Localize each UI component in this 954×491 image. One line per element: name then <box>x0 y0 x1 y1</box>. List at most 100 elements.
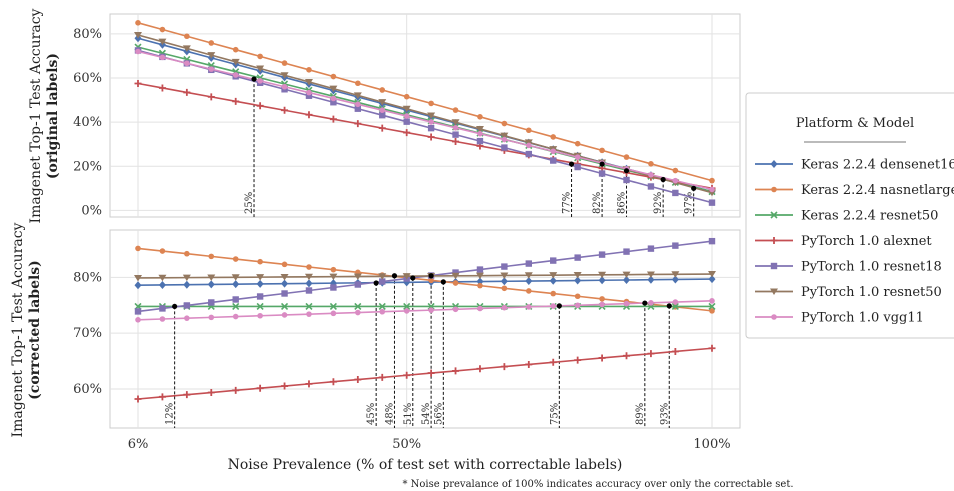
legend-label-1: Keras 2.2.4 nasnetlarge <box>801 183 954 198</box>
bottom-series-point-4 <box>354 281 362 288</box>
bottom-series-point-5 <box>500 272 509 279</box>
bottom-series-point-5 <box>549 272 558 279</box>
bottom-crossover-label: 51% <box>403 403 414 425</box>
bottom-series-line-0 <box>137 278 713 287</box>
top-y-ticks: 0% 20% 40% 60% 80% <box>73 27 102 219</box>
top-crossover-label: 77% <box>562 192 573 214</box>
top-series-point-6 <box>648 171 654 178</box>
bottom-series-point-3 <box>623 352 631 360</box>
top-series-point-5 <box>280 72 289 79</box>
bottom-series-point-6 <box>428 307 434 313</box>
bottom-series-point-3 <box>256 384 264 392</box>
bottom-series-point-0 <box>598 276 606 285</box>
top-series-point-1 <box>672 167 679 174</box>
bottom-series-point-5 <box>134 274 142 282</box>
top-crossover-label: 82% <box>592 192 603 214</box>
bottom-series-point-0 <box>623 275 631 284</box>
bottom-series-point-4 <box>232 296 239 303</box>
bottom-series-point-6 <box>672 299 679 305</box>
top-series-point-1 <box>355 80 361 87</box>
bottom-series-point-5 <box>378 273 387 280</box>
top-crossover-guides: 25% 77% 82% 86% 92% 97% <box>244 79 695 217</box>
top-series-point-6 <box>281 83 288 90</box>
bottom-series-point-6 <box>526 304 532 310</box>
bottom-series-point-3 <box>232 386 240 394</box>
bottom-series-point-6 <box>379 308 386 315</box>
bottom-series-point-0 <box>232 280 240 289</box>
bottom-series-point-4 <box>256 293 264 300</box>
bottom-series-point-1 <box>159 248 166 254</box>
bottom-series-point-2 <box>378 302 386 310</box>
legend-title: Platform & Model <box>796 116 914 131</box>
legend-marker-3 <box>770 237 778 244</box>
bottom-series-point-6 <box>232 313 239 320</box>
bottom-series-point-1 <box>281 261 288 268</box>
bottom-crossover-dot <box>391 273 398 279</box>
legend-marker-1 <box>771 186 777 193</box>
bottom-crossover-label: 54% <box>421 403 432 425</box>
top-series-line-4 <box>137 49 713 204</box>
top-y-tick-label: 0% <box>81 203 102 218</box>
legend-label-0: Keras 2.2.4 densenet169 <box>801 158 954 173</box>
top-series-point-6 <box>208 66 215 72</box>
bottom-series-point-4 <box>550 257 557 264</box>
top-series-point-1 <box>599 147 605 154</box>
top-series-point-5 <box>329 85 338 93</box>
top-series-point-3 <box>183 88 191 96</box>
top-crossover-dot <box>568 161 575 167</box>
bottom-series-point-4 <box>134 308 142 315</box>
bottom-series-point-0 <box>256 279 264 288</box>
top-series-point-1 <box>574 140 581 147</box>
bottom-series-point-5 <box>646 271 655 278</box>
top-y-tick-label: 40% <box>73 115 102 130</box>
top-series-point-3 <box>158 84 166 92</box>
bottom-series-line-5 <box>137 273 713 279</box>
bottom-series-point-1 <box>330 266 337 273</box>
x-tick-label: 50% <box>392 437 421 452</box>
bottom-series-point-5 <box>304 273 313 281</box>
top-series-point-4 <box>574 163 581 171</box>
x-tick-label: 100% <box>693 437 730 452</box>
bottom-series-point-3 <box>354 376 362 384</box>
bottom-series-point-6 <box>330 310 337 317</box>
bottom-plot-frame <box>109 229 741 429</box>
top-series-point-1 <box>550 134 557 140</box>
bottom-series-point-2 <box>232 302 240 310</box>
top-series-point-4 <box>305 92 313 99</box>
bottom-crossover-label: 75% <box>549 403 560 425</box>
top-series-point-6 <box>452 125 459 131</box>
bottom-series-point-5 <box>329 273 338 281</box>
bottom-series-point-5 <box>158 274 167 282</box>
top-series-point-1 <box>208 40 215 46</box>
bottom-series-point-5 <box>598 271 607 279</box>
bottom-series-point-6 <box>709 298 715 304</box>
bottom-series-point-0 <box>549 276 557 285</box>
bottom-series-point-6 <box>403 308 410 314</box>
top-series-point-4 <box>672 189 679 197</box>
bottom-series-point-6 <box>281 312 288 318</box>
top-series-point-4 <box>427 124 435 132</box>
bottom-series-point-5 <box>231 274 240 281</box>
bottom-crossover-dot <box>172 303 178 310</box>
bottom-series-point-1 <box>428 277 434 284</box>
top-series-point-6 <box>159 54 166 61</box>
bottom-series-point-4 <box>305 287 313 294</box>
top-series-point-5 <box>256 65 265 73</box>
top-series-point-6 <box>232 72 239 78</box>
bottom-y-tick-label: 80% <box>73 270 102 285</box>
bottom-series-point-5 <box>622 271 631 279</box>
bottom-crossover-dot <box>440 279 446 285</box>
legend-label-3: PyTorch 1.0 alexnet <box>801 234 932 249</box>
top-series-point-4 <box>501 144 508 151</box>
bottom-series-point-0 <box>134 281 142 290</box>
top-crossover-dot <box>623 168 630 174</box>
bottom-series-point-3 <box>598 354 606 362</box>
top-series-point-4 <box>598 170 606 177</box>
bottom-series-point-0 <box>708 275 716 284</box>
top-series-point-4 <box>708 199 716 206</box>
bottom-series-point-4 <box>476 266 484 273</box>
x-tick-label: 6% <box>128 437 149 452</box>
bottom-series-point-3 <box>500 363 508 371</box>
bottom-series-point-4 <box>501 263 508 270</box>
bottom-series-point-0 <box>574 276 582 285</box>
